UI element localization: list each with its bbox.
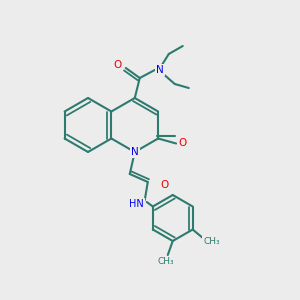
Text: HN: HN — [129, 199, 144, 209]
Text: CH₃: CH₃ — [203, 237, 220, 246]
Text: O: O — [114, 60, 122, 70]
Text: CH₃: CH₃ — [158, 256, 174, 266]
Text: N: N — [156, 65, 164, 75]
Text: N: N — [131, 147, 139, 157]
Text: O: O — [160, 180, 169, 190]
Text: O: O — [178, 139, 186, 148]
